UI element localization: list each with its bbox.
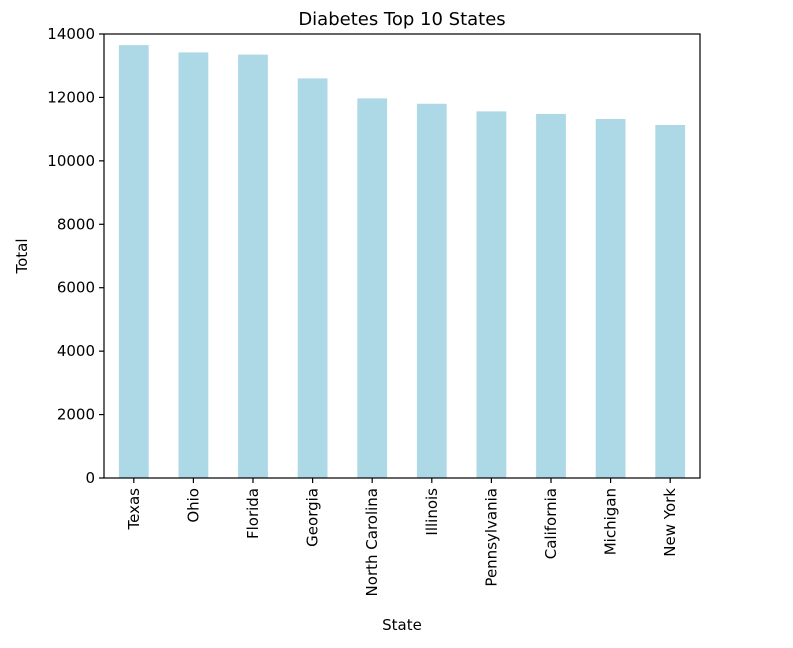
x-tick-label: North Carolina (363, 488, 381, 596)
bar-florida (238, 54, 268, 478)
y-tick-label: 12000 (47, 88, 95, 106)
bar-pennsylvania (476, 111, 507, 478)
y-tick-label: 6000 (57, 279, 95, 297)
plot-area-frame (103, 33, 701, 479)
x-axis-label: State (382, 616, 422, 634)
bars-group (118, 45, 686, 479)
bar-georgia (297, 78, 328, 479)
bar-texas (118, 45, 149, 478)
x-tick-label: Georgia (304, 488, 322, 547)
y-axis: 0 2000 4000 6000 8000 10000 12000 14000 (47, 25, 104, 487)
x-tick-label: New York (661, 488, 679, 557)
y-tick-label: 2000 (57, 406, 95, 424)
y-tick-label: 0 (85, 469, 95, 487)
x-tick-label: Texas (125, 488, 143, 531)
y-axis-label: Total (13, 238, 31, 274)
bar-california (536, 113, 566, 479)
x-tick-label: Michigan (602, 488, 620, 555)
x-tick-label: Illinois (423, 488, 441, 536)
y-tick-label: 10000 (47, 152, 95, 170)
bar-north-carolina (357, 98, 388, 478)
x-tick-label: Ohio (184, 488, 202, 523)
x-tick-label: Florida (244, 488, 262, 539)
y-tick-label: 4000 (57, 342, 95, 360)
bar-new-york (655, 125, 686, 479)
x-tick-label: Pennsylvania (482, 488, 500, 587)
bar-michigan (595, 118, 626, 478)
y-tick-label: 14000 (47, 25, 95, 43)
bar-illinois (416, 103, 447, 479)
chart-title: Diabetes Top 10 States (298, 9, 505, 30)
x-tick-label: California (542, 488, 560, 559)
bar-ohio (178, 52, 209, 478)
y-tick-label: 8000 (57, 215, 95, 233)
x-axis: Texas Ohio Florida Georgia North Carolina Ill… (125, 478, 679, 596)
